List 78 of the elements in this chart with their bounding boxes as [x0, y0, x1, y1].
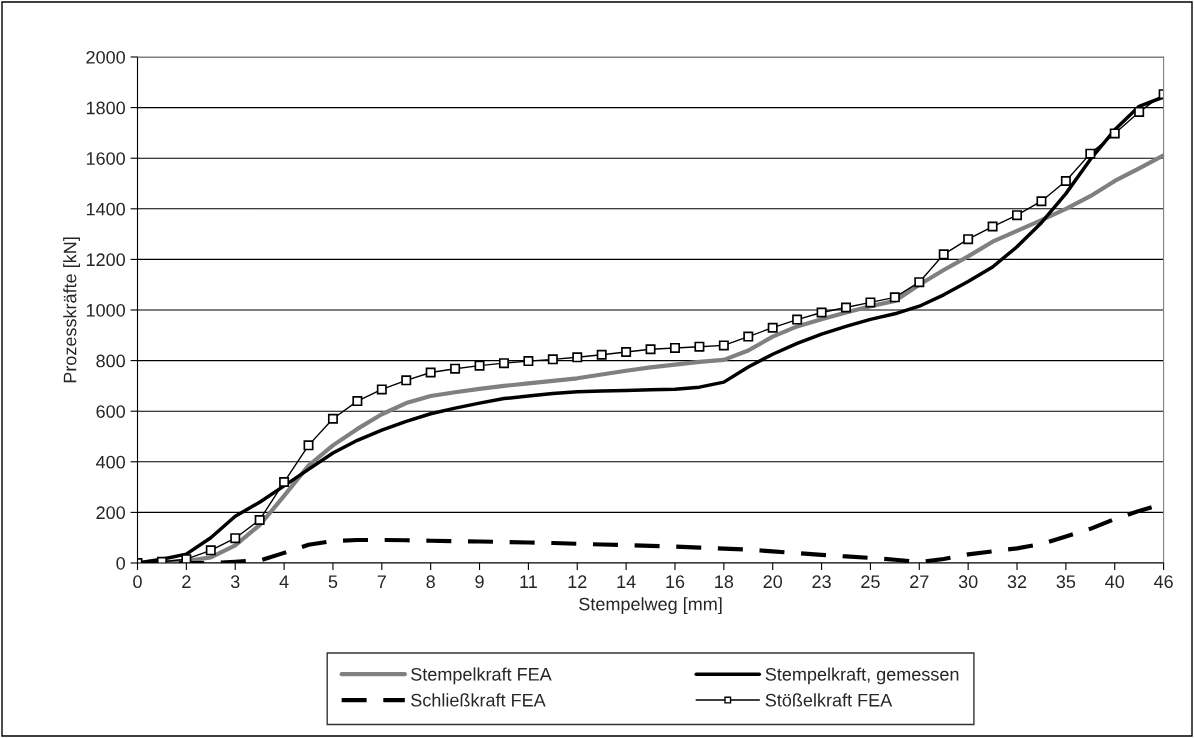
point [1060, 175, 1071, 186]
point [767, 322, 778, 333]
point [474, 360, 485, 371]
y-tick-label: 1000 [86, 303, 125, 317]
x-tick-label: 23 [812, 575, 831, 589]
y-tick-label: 1600 [86, 152, 125, 165]
point [205, 545, 216, 556]
x-tick-label: 40 [1105, 575, 1125, 589]
y-tick-label: 800 [96, 354, 125, 368]
point [889, 292, 900, 303]
y-tick-label: 400 [95, 455, 125, 469]
point [938, 249, 949, 260]
x-tick-label: 5 [328, 575, 338, 589]
y-tick-label: 1400 [86, 202, 125, 216]
y-tick-label: 600 [96, 405, 125, 418]
point [865, 297, 876, 308]
point [572, 352, 583, 363]
point [596, 349, 607, 360]
x-tick-label: 11 [520, 575, 537, 588]
point [914, 277, 925, 288]
point [694, 341, 705, 352]
x-tick-label: 46 [1153, 575, 1173, 589]
x-tick-label: 4 [279, 575, 289, 588]
legend-label: Stempelkraft, gemessen [765, 667, 959, 685]
x-tick-label: 2 [182, 575, 191, 588]
x-axis-title: Stempelweg [mm] [579, 597, 722, 615]
point [327, 413, 338, 424]
x-tick-label: 27 [910, 575, 929, 588]
point [840, 302, 851, 313]
y-axis-title: Prozesskräfte [kN] [63, 237, 80, 383]
point [963, 234, 974, 245]
x-tick-label: 20 [763, 575, 783, 589]
point [1012, 210, 1023, 221]
x-tick-label: 35 [1056, 575, 1076, 589]
point [401, 375, 412, 386]
x-tick-label: 12 [568, 575, 587, 588]
point [425, 367, 436, 378]
point [1085, 148, 1096, 159]
point [645, 344, 656, 355]
point [718, 340, 729, 351]
x-tick-label: 0 [133, 575, 142, 589]
point [450, 363, 461, 374]
legend-label: Schließkraft FEA [411, 693, 546, 707]
y-tick-label: 1200 [86, 253, 125, 267]
y-tick-label: 200 [96, 506, 125, 520]
legend-label: Stößelkraft FEA [765, 693, 893, 707]
x-tick-label: 18 [715, 575, 734, 589]
x-tick-label: 9 [475, 575, 484, 589]
point [792, 314, 803, 325]
y-tick-label: 0 [116, 556, 125, 570]
point [181, 554, 192, 563]
point [498, 358, 509, 369]
point [1109, 128, 1120, 139]
point [523, 356, 534, 367]
x-tick-label: 3 [230, 575, 240, 589]
point [669, 342, 680, 353]
point [254, 514, 265, 525]
legend-label: Stempelkraft FEA [411, 667, 552, 685]
point [352, 396, 363, 407]
point [816, 307, 827, 318]
x-tick-label: 8 [426, 575, 435, 589]
y-tick-label: 2000 [86, 50, 125, 64]
point [303, 440, 314, 451]
point [230, 533, 241, 544]
x-tick-label: 32 [1007, 575, 1027, 589]
point [743, 331, 754, 342]
x-tick-label: 14 [617, 575, 636, 588]
x-tick-label: 25 [861, 575, 880, 589]
y-tick-label: 1800 [86, 101, 125, 115]
x-tick-label: 30 [958, 575, 978, 589]
x-tick-label: 7 [377, 575, 386, 588]
point [279, 477, 290, 488]
x-tick-label: 16 [666, 575, 685, 589]
point [987, 221, 998, 232]
point [547, 354, 558, 365]
point [1036, 196, 1047, 207]
point [376, 384, 387, 395]
point [621, 346, 632, 358]
